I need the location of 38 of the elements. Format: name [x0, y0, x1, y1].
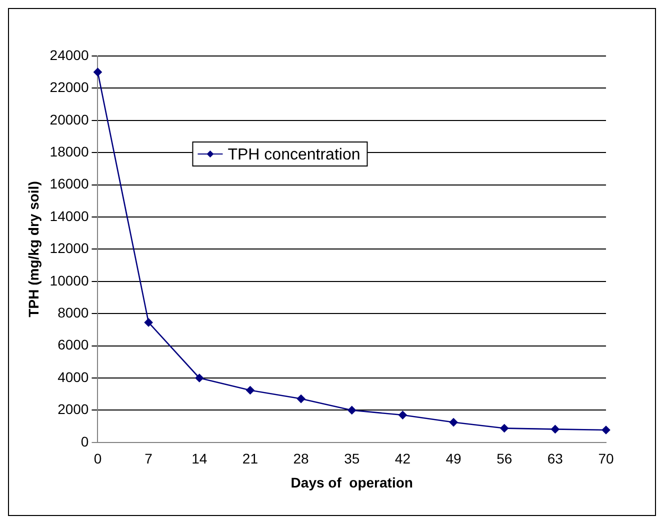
x-tick-label: 14	[192, 450, 208, 467]
y-tick-label: 12000	[50, 240, 89, 256]
y-tick-label: 16000	[50, 176, 89, 192]
x-tick-label: 56	[496, 450, 512, 467]
point	[144, 318, 153, 327]
x-tick-label: 28	[293, 450, 310, 467]
x-tick-label: 7	[144, 450, 153, 467]
y-tick-label: 24000	[50, 46, 89, 63]
point	[348, 406, 356, 414]
x-tick-label: 42	[394, 450, 411, 467]
y-tick-label: 8000	[58, 304, 89, 320]
y-tick-label: 4000	[58, 368, 89, 385]
y-tick-label: 0	[80, 433, 89, 450]
point	[551, 425, 560, 434]
point	[449, 418, 458, 426]
y-tick-label: 18000	[50, 143, 89, 160]
y-tick-label: 6000	[58, 336, 89, 353]
y-tick-label: 2000	[58, 401, 89, 418]
y-tick-label: 22000	[50, 79, 89, 96]
x-axis-title: Days of operation	[290, 474, 413, 490]
x-tick-label: 49	[446, 450, 462, 467]
point	[246, 386, 254, 394]
y-tick-label: 14000	[50, 208, 89, 224]
y-axis-title: TPH (mg/kg dry soil)	[25, 181, 42, 318]
x-tick-label: 70	[598, 450, 614, 467]
y-tick-label: 20000	[50, 111, 89, 128]
point	[296, 394, 306, 403]
x-tick-label: 0	[94, 450, 102, 467]
point	[195, 374, 204, 382]
point	[398, 410, 407, 420]
point	[602, 426, 610, 434]
x-tick-label: 63	[547, 450, 564, 467]
x-tick-label: 35	[344, 450, 360, 467]
x-tick-label: 21	[242, 450, 258, 467]
point	[500, 424, 508, 432]
point	[94, 68, 102, 76]
y-tick-label: 10000	[50, 272, 89, 288]
legend-label: TPH concentration	[228, 146, 360, 164]
